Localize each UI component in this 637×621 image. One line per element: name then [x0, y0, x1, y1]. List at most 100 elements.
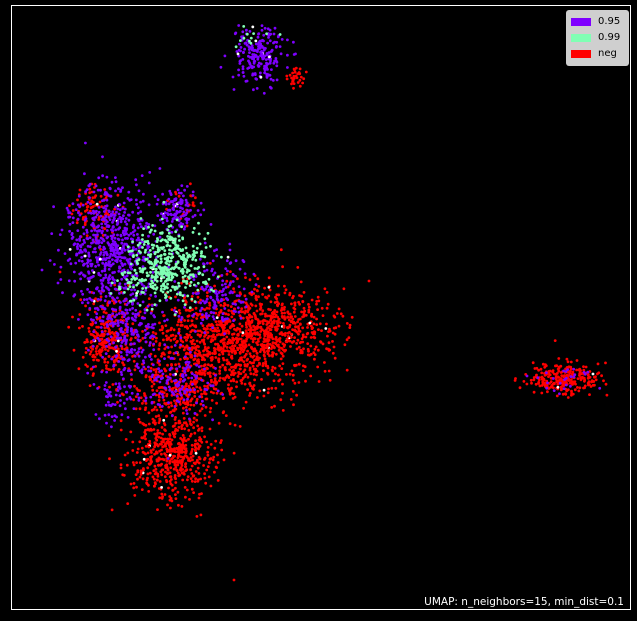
scatter-point: [142, 451, 146, 455]
scatter-point: [80, 259, 84, 263]
scatter-point: [172, 328, 176, 332]
scatter-point: [218, 376, 222, 380]
scatter-point: [183, 336, 187, 339]
scatter-point: [164, 202, 168, 206]
scatter-point: [184, 361, 188, 364]
scatter-point: [160, 328, 164, 331]
scatter-point: [157, 487, 161, 490]
scatter-point: [161, 495, 165, 499]
scatter-point: [126, 271, 130, 275]
scatter-point: [127, 213, 131, 217]
scatter-point: [234, 351, 238, 355]
scatter-point: [174, 265, 178, 269]
scatter-point: [237, 310, 241, 314]
scatter-point: [86, 340, 89, 344]
scatter-point: [261, 364, 265, 368]
scatter-point: [151, 421, 155, 424]
scatter-point: [189, 399, 193, 403]
scatter-point: [260, 28, 264, 32]
scatter-point: [166, 243, 170, 247]
scatter-point: [270, 347, 273, 350]
scatter-point: [184, 384, 188, 388]
scatter-point: [135, 364, 139, 368]
scatter-point: [88, 187, 92, 191]
scatter-point: [582, 365, 585, 368]
scatter-point: [74, 261, 78, 265]
scatter-point: [68, 204, 71, 208]
scatter-point: [297, 345, 301, 349]
scatter-point: [192, 461, 196, 465]
scatter-point: [141, 258, 145, 262]
scatter-point: [275, 64, 279, 68]
scatter-point: [275, 310, 279, 314]
scatter-point: [258, 356, 261, 360]
scatter-point: [257, 285, 261, 288]
scatter-point: [160, 473, 164, 477]
scatter-point: [106, 317, 110, 320]
scatter-point: [165, 381, 169, 385]
scatter-point: [128, 252, 132, 256]
scatter-point: [119, 220, 123, 224]
scatter-point: [169, 466, 173, 470]
scatter-point: [163, 253, 167, 256]
scatter-point: [209, 384, 213, 388]
scatter-point: [96, 336, 100, 340]
scatter-point: [223, 317, 227, 321]
scatter-point: [232, 319, 235, 322]
scatter-point: [239, 316, 243, 320]
scatter-point: [191, 323, 194, 327]
scatter-point: [562, 369, 565, 373]
scatter-point: [165, 216, 169, 220]
scatter-point: [245, 321, 248, 325]
scatter-point: [170, 252, 174, 256]
scatter-point: [227, 350, 231, 353]
scatter-point: [118, 312, 121, 315]
scatter-point: [121, 238, 124, 242]
scatter-point: [180, 387, 184, 391]
scatter-point: [297, 381, 301, 384]
scatter-point: [176, 353, 180, 357]
scatter-point: [107, 281, 110, 285]
scatter-point: [263, 357, 267, 361]
scatter-point: [256, 277, 260, 281]
scatter-point: [297, 325, 300, 328]
scatter-point: [169, 256, 173, 260]
scatter-point: [159, 254, 162, 258]
scatter-point: [202, 262, 206, 266]
scatter-point: [132, 463, 136, 467]
scatter-point: [108, 316, 112, 320]
scatter-point: [220, 317, 224, 321]
scatter-point: [253, 55, 256, 59]
scatter-point: [185, 185, 189, 188]
scatter-point: [263, 286, 266, 290]
scatter-point: [136, 338, 140, 342]
scatter-point: [191, 454, 195, 458]
scatter-point: [180, 225, 184, 229]
scatter-point: [251, 364, 255, 368]
scatter-point: [165, 479, 168, 482]
scatter-point: [279, 351, 283, 355]
scatter-point: [117, 368, 121, 371]
scatter-point: [101, 355, 104, 359]
scatter-point: [211, 384, 215, 387]
scatter-point: [71, 202, 75, 206]
scatter-point: [263, 71, 266, 75]
scatter-point: [564, 392, 568, 396]
scatter-point: [229, 261, 233, 265]
scatter-point: [60, 228, 64, 232]
scatter-point: [532, 390, 536, 394]
scatter-point: [241, 67, 245, 71]
scatter-point: [123, 282, 127, 286]
scatter-point: [221, 397, 225, 400]
scatter-point: [204, 246, 208, 249]
scatter-point: [292, 403, 295, 407]
scatter-point: [313, 353, 317, 357]
scatter-point: [189, 388, 193, 392]
scatter-point: [235, 294, 239, 297]
scatter-point: [242, 360, 246, 363]
scatter-point: [114, 228, 118, 232]
scatter-point: [127, 233, 131, 237]
scatter-point: [122, 473, 126, 477]
scatter-point: [302, 291, 306, 294]
scatter-point: [546, 381, 549, 385]
